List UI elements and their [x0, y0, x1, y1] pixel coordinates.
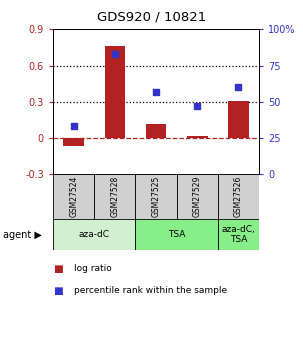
Text: agent ▶: agent ▶	[3, 230, 42, 239]
Bar	[228, 101, 249, 138]
Point	[154, 89, 158, 95]
Point	[195, 104, 200, 109]
Bar	[218, 219, 259, 250]
Bar	[135, 219, 218, 250]
Text: GSM27524: GSM27524	[69, 176, 78, 217]
Text: GSM27525: GSM27525	[152, 176, 161, 217]
Bar	[187, 136, 208, 138]
Bar	[94, 174, 135, 219]
Point	[71, 124, 76, 129]
Text: ■: ■	[53, 264, 63, 274]
Text: aza-dC,
TSA: aza-dC, TSA	[221, 225, 255, 244]
Text: TSA: TSA	[168, 230, 185, 239]
Text: GSM27528: GSM27528	[110, 176, 119, 217]
Text: aza-dC: aza-dC	[79, 230, 110, 239]
Text: log ratio: log ratio	[74, 264, 112, 273]
Bar	[53, 219, 135, 250]
Bar	[177, 174, 218, 219]
Text: percentile rank within the sample: percentile rank within the sample	[74, 286, 227, 295]
Bar	[146, 124, 166, 138]
Bar	[135, 174, 177, 219]
Bar	[218, 174, 259, 219]
Bar	[53, 174, 94, 219]
Text: ■: ■	[53, 286, 63, 296]
Bar	[63, 138, 84, 146]
Bar	[105, 46, 125, 138]
Text: GSM27529: GSM27529	[193, 176, 202, 217]
Text: GSM27526: GSM27526	[234, 176, 243, 217]
Text: GDS920 / 10821: GDS920 / 10821	[97, 10, 206, 23]
Point	[112, 51, 117, 57]
Point	[236, 85, 241, 90]
